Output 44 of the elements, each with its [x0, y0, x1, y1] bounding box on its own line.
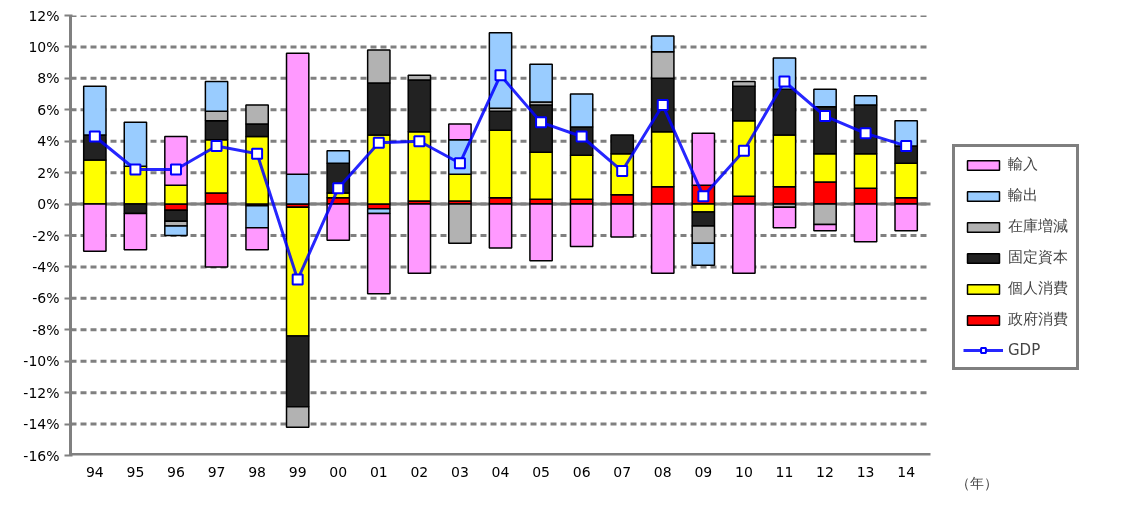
legend-label: 固定資本	[1008, 248, 1068, 267]
x-tick-label: 00	[329, 463, 348, 480]
x-tick-label: 96	[167, 463, 185, 480]
x-tick-label: 13	[856, 463, 875, 480]
y-tick-label: -14%	[23, 416, 60, 433]
x-tick-label: 06	[572, 463, 591, 480]
y-tick-label: -6%	[32, 290, 60, 307]
y-tick-label: -8%	[32, 321, 60, 338]
legend-label: GDP	[1008, 341, 1041, 359]
y-tick-label: 10%	[28, 38, 60, 55]
legend-label: 個人消費	[1008, 279, 1068, 298]
x-tick-label: 94	[85, 463, 104, 480]
y-tick-label: 6%	[37, 101, 60, 118]
x-tick-label: 09	[694, 463, 713, 480]
x-tick-label: 14	[897, 463, 916, 480]
x-tick-label: 08	[653, 463, 672, 480]
y-tick-label: -10%	[23, 353, 60, 370]
x-tick-label: 04	[491, 463, 510, 480]
y-tick-label: 2%	[37, 164, 60, 181]
x-tick-label: 05	[532, 463, 550, 480]
x-tick-label: 07	[613, 463, 632, 480]
x-tick-label: 98	[248, 463, 267, 480]
y-tick-label: -12%	[23, 384, 60, 401]
y-tick-label: -2%	[32, 227, 60, 244]
legend-label: 在庫増減	[1008, 217, 1068, 236]
y-tick-label: 12%	[28, 7, 60, 24]
x-tick-label: 02	[410, 463, 429, 480]
x-tick-label: 11	[775, 463, 794, 480]
legend-label: 政府消費	[1008, 310, 1068, 329]
x-tick-label: 95	[126, 463, 145, 480]
x-tick-label: 01	[369, 463, 388, 480]
y-tick-label: -16%	[23, 447, 60, 464]
x-tick-label: 99	[288, 463, 307, 480]
y-tick-label: -4%	[32, 258, 60, 275]
x-tick-label: 10	[734, 463, 753, 480]
x-tick-label: 97	[207, 463, 226, 480]
x-tick-label: 03	[451, 463, 469, 480]
y-tick-label: 8%	[37, 70, 60, 87]
x-axis-title: （年）	[955, 474, 998, 491]
legend-label: 輸入	[1008, 155, 1038, 174]
legend-label: 輸出	[1008, 186, 1038, 205]
x-tick-label: 12	[816, 463, 834, 480]
y-tick-label: 0%	[37, 196, 60, 213]
y-tick-label: 4%	[37, 133, 60, 150]
